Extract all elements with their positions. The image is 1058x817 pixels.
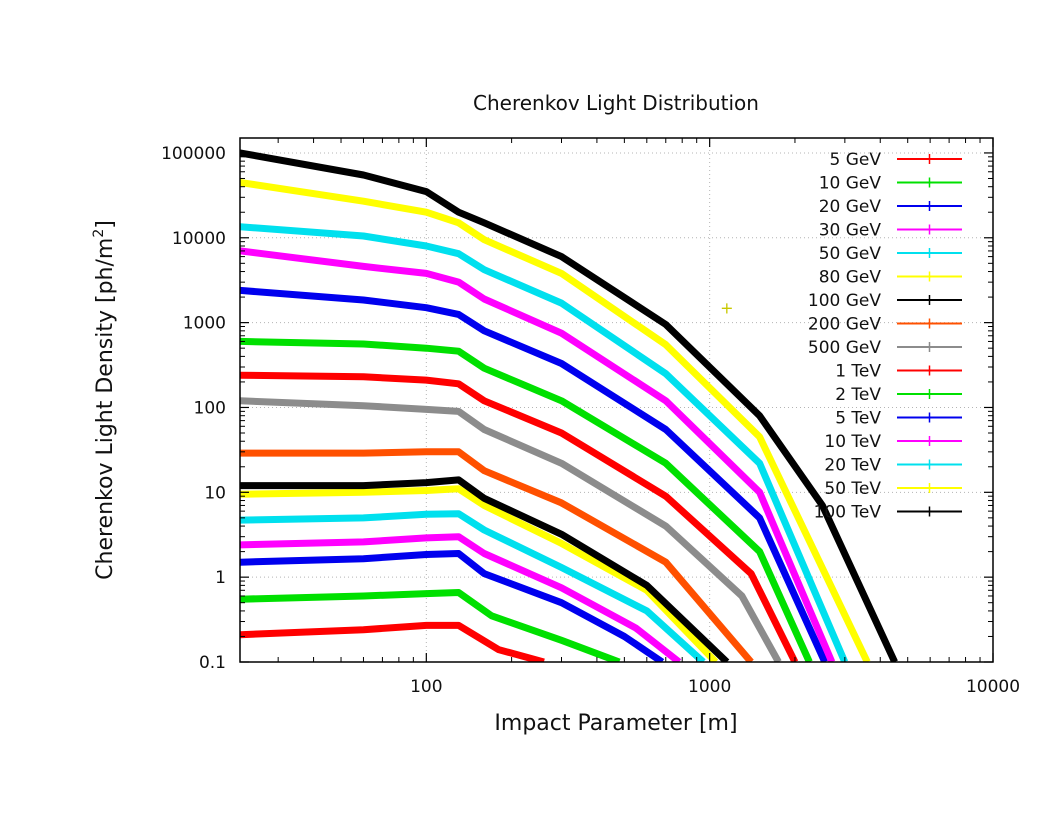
series-line-11 (240, 286, 828, 662)
y-tick-label: 100000 (161, 144, 226, 164)
legend-label: 5 TeV (835, 409, 881, 429)
y-tick-label: 1 (215, 568, 226, 588)
x-axis-label: Impact Parameter [m] (494, 711, 737, 736)
y-tick-label: 10 (204, 483, 226, 503)
legend-label: 50 GeV (819, 244, 882, 264)
series-line-0 (240, 621, 545, 662)
y-axis-label-superscript: 2 (91, 229, 107, 238)
legend-label: 80 GeV (819, 268, 882, 288)
series-line-8 (240, 397, 782, 662)
legend-label: 500 GeV (808, 338, 881, 358)
legend-label: 20 GeV (819, 197, 882, 217)
legend-label: 100 GeV (808, 291, 881, 311)
series-line-5 (240, 485, 719, 662)
legend-label: 30 GeV (819, 221, 882, 241)
y-tick-label: 10000 (172, 229, 226, 249)
legend-label: 10 GeV (819, 174, 882, 194)
legend-label: 10 TeV (824, 432, 881, 452)
series-line-10 (240, 337, 813, 662)
plot-frame (239, 137, 994, 663)
series-line-13 (240, 223, 849, 662)
y-axis-label: Cherenkov Light Density [ph/m2] (91, 220, 118, 580)
legend-label: 2 TeV (835, 385, 881, 405)
tick-marks: 100 1000 10000 0.1 1 10 100 1000 10000 100000 (161, 138, 1020, 697)
series-line-12 (240, 247, 836, 662)
y-axis-label-main: Cherenkov Light Density [ph/m (93, 238, 118, 580)
series-line-2 (240, 550, 665, 662)
y-tick-label: 1000 (183, 314, 226, 334)
series-line-1 (240, 589, 621, 662)
series-line-3 (240, 533, 682, 662)
y-axis-label-end: ] (93, 220, 118, 229)
chart-title: Cherenkov Light Distribution (473, 91, 759, 115)
series-line-9 (240, 371, 799, 662)
series-line-14 (240, 178, 871, 662)
legend-label: 5 GeV (830, 150, 882, 170)
x-tick-label: 1000 (688, 677, 731, 697)
stray-point-marker: + (720, 299, 733, 318)
legend-label: 100 TeV (814, 503, 882, 523)
legend-label: 1 TeV (835, 362, 881, 382)
legend-label: 200 GeV (808, 315, 881, 335)
legend-label: 20 TeV (824, 456, 881, 476)
x-tick-label: 100 (410, 677, 442, 697)
series-line-6 (240, 476, 730, 662)
series-line-4 (240, 510, 706, 662)
legend: 5 GeV 10 GeV 20 GeV 30 GeV 50 GeV 80 GeV 100 G… (808, 150, 962, 523)
series-line-15 (240, 149, 898, 662)
y-tick-label: 100 (194, 398, 226, 418)
legend-label: 50 TeV (824, 479, 881, 499)
series-line-7 (240, 448, 754, 662)
x-tick-label: 10000 (966, 677, 1020, 697)
series-layer: + (240, 149, 898, 662)
y-tick-label: 0.1 (199, 653, 226, 673)
